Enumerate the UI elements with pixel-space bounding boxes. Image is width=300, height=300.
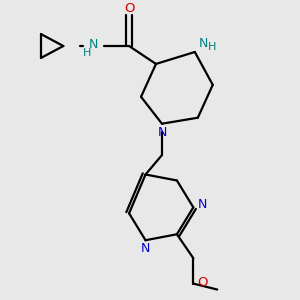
Text: N: N	[141, 242, 150, 255]
Text: H: H	[208, 42, 216, 52]
Text: O: O	[197, 276, 208, 289]
Text: N: N	[157, 126, 167, 139]
Text: O: O	[124, 2, 134, 15]
Text: H: H	[82, 49, 91, 58]
Text: N: N	[88, 38, 98, 51]
Text: N: N	[198, 198, 207, 211]
Text: N: N	[199, 37, 208, 50]
